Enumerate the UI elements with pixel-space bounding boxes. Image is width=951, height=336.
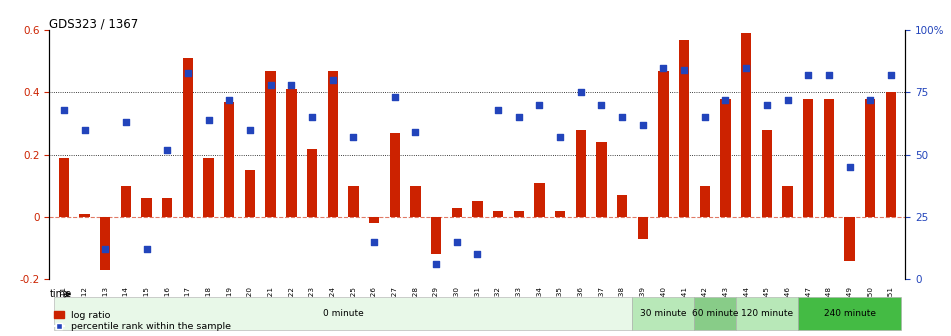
Point [780, 97, 795, 103]
Bar [369, 217, 379, 223]
Bar [783, 186, 793, 217]
Point [56, 107, 71, 113]
Bar [53, 297, 632, 330]
Point [822, 72, 837, 78]
Bar [121, 186, 131, 217]
Point [201, 117, 216, 123]
Bar [679, 40, 689, 217]
Bar [555, 211, 565, 217]
Point [573, 90, 589, 95]
Bar [844, 217, 855, 261]
Point [676, 68, 691, 73]
Bar [694, 297, 736, 330]
Point [325, 77, 340, 83]
Point [160, 147, 175, 153]
Bar [534, 183, 545, 217]
Bar [183, 58, 193, 217]
Bar [100, 217, 110, 270]
Bar [348, 186, 359, 217]
Bar [224, 102, 235, 217]
Point [366, 239, 381, 245]
Bar [736, 297, 798, 330]
Bar [741, 33, 751, 217]
Bar [700, 186, 710, 217]
Point [222, 97, 237, 103]
Point [346, 135, 361, 140]
Point [243, 127, 258, 132]
Point [181, 70, 196, 75]
Bar [410, 186, 420, 217]
Point [759, 102, 774, 108]
Bar [327, 71, 338, 217]
Bar [762, 130, 772, 217]
Bar [59, 158, 69, 217]
Point [842, 165, 857, 170]
Bar [514, 211, 524, 217]
Bar [473, 202, 482, 217]
Point [470, 252, 485, 257]
Point [429, 262, 444, 267]
Point [801, 72, 816, 78]
Text: 30 minute: 30 minute [640, 309, 687, 318]
Point [614, 115, 630, 120]
Text: GDS323 / 1367: GDS323 / 1367 [49, 17, 139, 30]
Bar [431, 217, 441, 254]
Point [656, 65, 671, 70]
Point [718, 97, 733, 103]
Point [532, 102, 547, 108]
Point [553, 135, 568, 140]
Bar [632, 297, 694, 330]
Point [283, 82, 299, 88]
Bar [204, 158, 214, 217]
Bar [162, 198, 172, 217]
Point [77, 127, 92, 132]
Legend: log ratio, percentile rank within the sample: log ratio, percentile rank within the sa… [54, 310, 231, 331]
Bar [286, 89, 297, 217]
Point [593, 102, 609, 108]
Point [511, 115, 526, 120]
Text: time: time [49, 289, 72, 299]
Bar [803, 99, 813, 217]
Bar [307, 149, 318, 217]
Bar [596, 142, 607, 217]
Bar [575, 130, 586, 217]
Bar [720, 99, 730, 217]
Point [263, 82, 279, 88]
Text: 60 minute: 60 minute [692, 309, 738, 318]
Point [883, 72, 899, 78]
Bar [493, 211, 503, 217]
Bar [390, 133, 399, 217]
Point [98, 247, 113, 252]
Bar [824, 99, 834, 217]
Bar [865, 99, 875, 217]
Point [118, 120, 133, 125]
Point [304, 115, 320, 120]
Bar [244, 170, 255, 217]
Point [635, 122, 650, 128]
Point [139, 247, 154, 252]
Bar [452, 208, 462, 217]
Bar [142, 198, 152, 217]
Text: 0 minute: 0 minute [322, 309, 363, 318]
Point [449, 239, 464, 245]
Text: 120 minute: 120 minute [741, 309, 793, 318]
Point [697, 115, 712, 120]
Point [863, 97, 878, 103]
Bar [885, 92, 896, 217]
Point [739, 65, 754, 70]
Point [387, 95, 402, 100]
Bar [617, 195, 628, 217]
Bar [265, 71, 276, 217]
Bar [658, 71, 669, 217]
Bar [798, 297, 902, 330]
Text: 240 minute: 240 minute [824, 309, 876, 318]
Bar [637, 217, 648, 239]
Point [491, 107, 506, 113]
Bar [80, 214, 89, 217]
Point [408, 130, 423, 135]
